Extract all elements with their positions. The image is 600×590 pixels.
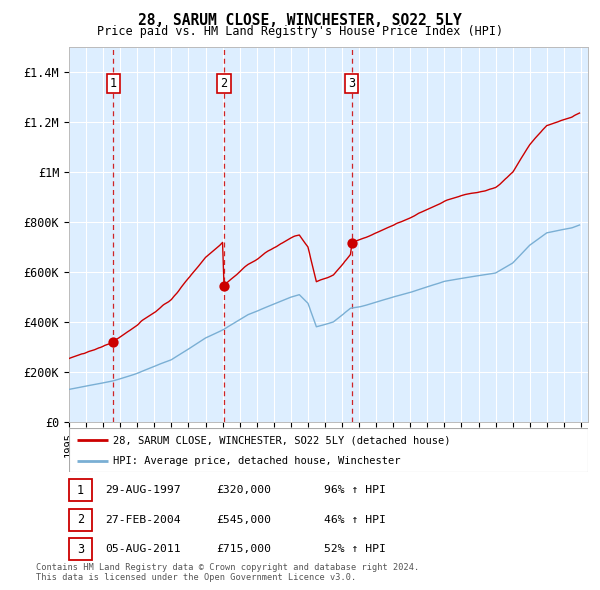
- Text: 28, SARUM CLOSE, WINCHESTER, SO22 5LY: 28, SARUM CLOSE, WINCHESTER, SO22 5LY: [138, 13, 462, 28]
- Text: 3: 3: [349, 77, 355, 90]
- Text: 1: 1: [109, 77, 116, 90]
- Text: £715,000: £715,000: [216, 545, 271, 554]
- Text: 2: 2: [77, 513, 84, 526]
- Point: [347, 238, 357, 248]
- Text: Contains HM Land Registry data © Crown copyright and database right 2024.
This d: Contains HM Land Registry data © Crown c…: [36, 563, 419, 582]
- FancyBboxPatch shape: [69, 428, 588, 472]
- Text: HPI: Average price, detached house, Winchester: HPI: Average price, detached house, Winc…: [113, 457, 401, 466]
- Text: Price paid vs. HM Land Registry's House Price Index (HPI): Price paid vs. HM Land Registry's House …: [97, 25, 503, 38]
- Point: [108, 337, 118, 347]
- Text: £545,000: £545,000: [216, 515, 271, 525]
- Text: 3: 3: [77, 543, 84, 556]
- Text: 52% ↑ HPI: 52% ↑ HPI: [324, 545, 386, 554]
- Text: 28, SARUM CLOSE, WINCHESTER, SO22 5LY (detached house): 28, SARUM CLOSE, WINCHESTER, SO22 5LY (d…: [113, 435, 451, 445]
- Text: 27-FEB-2004: 27-FEB-2004: [105, 515, 181, 525]
- Text: 29-AUG-1997: 29-AUG-1997: [105, 486, 181, 495]
- Text: 96% ↑ HPI: 96% ↑ HPI: [324, 486, 386, 495]
- Point: [219, 281, 229, 290]
- FancyBboxPatch shape: [69, 479, 92, 502]
- Text: 05-AUG-2011: 05-AUG-2011: [105, 545, 181, 554]
- Text: 1: 1: [77, 484, 84, 497]
- Text: £320,000: £320,000: [216, 486, 271, 495]
- Text: 2: 2: [220, 77, 227, 90]
- FancyBboxPatch shape: [69, 509, 92, 531]
- Text: 46% ↑ HPI: 46% ↑ HPI: [324, 515, 386, 525]
- FancyBboxPatch shape: [69, 538, 92, 560]
